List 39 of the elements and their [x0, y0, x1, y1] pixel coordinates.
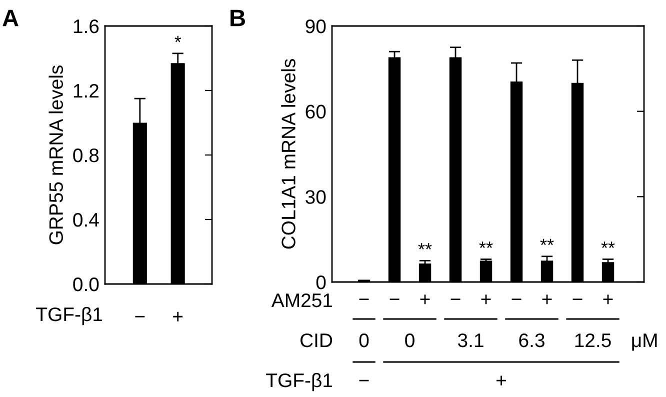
y-tick-label: 0 — [316, 275, 326, 290]
text: 6.3 — [519, 333, 544, 348]
data-label: * — [174, 36, 182, 42]
x-tick-label: − — [512, 298, 522, 300]
y-tick-label: 0.0 — [73, 277, 99, 292]
y-tick-label: 90 — [306, 19, 326, 34]
text: CID — [300, 333, 332, 348]
y-axis-title: COL1A1 mRNA levels — [281, 59, 296, 249]
data-label: ** — [479, 242, 493, 248]
y-tick-label: 30 — [306, 190, 326, 204]
text: + — [496, 376, 506, 386]
text: 12.5 — [575, 333, 611, 348]
x-tick-label: − — [359, 298, 369, 300]
data-label: ** — [601, 242, 615, 248]
text: 0 — [359, 333, 369, 348]
x-tick-label: + — [542, 294, 552, 304]
text: 3.1 — [458, 333, 484, 348]
x-tick-label: + — [420, 294, 430, 304]
data-label: ** — [418, 243, 432, 250]
chart-title: B — [230, 10, 245, 26]
y-axis-title: GRP55 mRNA levels — [48, 65, 64, 244]
chart-title: A — [2, 10, 18, 26]
text: μM — [632, 334, 657, 351]
data-label: ** — [540, 238, 554, 246]
text: 0 — [405, 333, 414, 348]
text: − — [359, 380, 369, 382]
y-tick-label: 0.8 — [73, 148, 99, 162]
x-tick-label: + — [603, 294, 613, 304]
y-tick-label: 0.4 — [73, 212, 99, 227]
x-tick-label: − — [572, 298, 582, 300]
text: TGF-β1 — [266, 372, 332, 392]
text: AM251 — [271, 293, 332, 308]
y-tick-label: 1.2 — [74, 84, 98, 98]
x-tick-label: + — [481, 294, 491, 304]
text: TGF-β1 — [36, 306, 102, 326]
x-tick-label: − — [390, 298, 400, 300]
y-tick-label: 1.6 — [74, 19, 99, 34]
y-tick-label: 60 — [306, 104, 326, 119]
x-tick-label: − — [450, 298, 460, 300]
